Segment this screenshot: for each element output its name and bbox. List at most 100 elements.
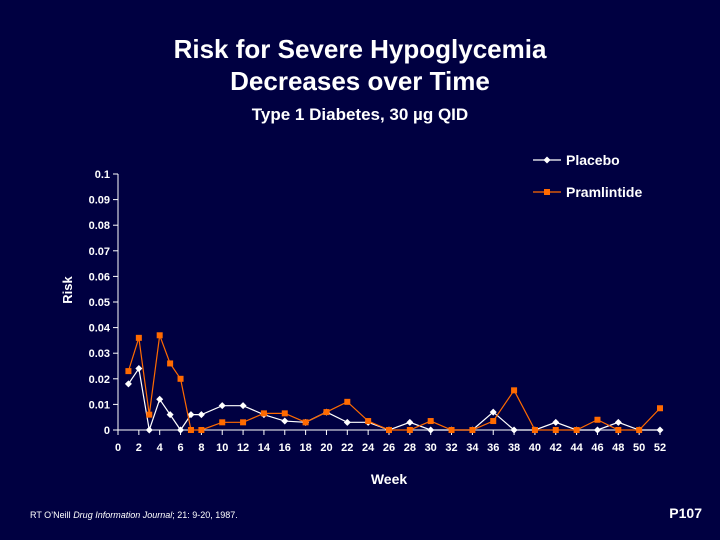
- x-tick-label: 44: [570, 442, 583, 454]
- x-axis: 0 2 4 6 8 10 12 14 16 18 20 22 24 26 28 30 32 34 36 38 40 42 4…: [115, 429, 666, 454]
- citation-details: ; 21: 9-20, 1987.: [172, 510, 238, 520]
- y-tick-label: 0: [104, 425, 110, 437]
- series-layer: [124, 332, 664, 434]
- legend-placebo-marker: [543, 156, 551, 164]
- pramlintide-point: [531, 427, 538, 433]
- placebo-point: [281, 417, 289, 425]
- x-tick-label: 22: [341, 442, 353, 454]
- pramlintide-point: [177, 375, 184, 382]
- series-pramlintide: [125, 332, 663, 433]
- chart-title-line-1: Risk for Severe Hypoglycemia: [173, 34, 547, 64]
- x-tick-label: 48: [612, 442, 624, 454]
- placebo-point: [197, 411, 205, 419]
- placebo-point: [124, 380, 132, 388]
- placebo-point: [177, 426, 185, 434]
- y-axis-label: Risk: [60, 276, 75, 304]
- pramlintide-point: [125, 368, 132, 375]
- pramlintide-point: [135, 334, 142, 341]
- placebo-point: [343, 418, 351, 426]
- pramlintide-point: [167, 360, 174, 367]
- placebo-line: [127, 366, 660, 432]
- pramlintide-point: [156, 332, 163, 339]
- citation: RT O’Neill Drug Information Journal; 21:…: [30, 510, 238, 520]
- pramlintide-point: [469, 427, 476, 433]
- pramlintide-point: [636, 427, 643, 433]
- x-tick-label: 46: [591, 442, 603, 454]
- x-axis-label: Week: [371, 471, 408, 487]
- pramlintide-point: [615, 427, 622, 433]
- pramlintide-point: [198, 427, 205, 433]
- x-tick-label: 42: [550, 442, 562, 454]
- y-tick-label: 0.03: [89, 348, 110, 360]
- pramlintide-point: [365, 418, 372, 425]
- x-tick-label: 2: [136, 442, 142, 454]
- y-tick-label: 0.09: [89, 195, 110, 207]
- placebo-point: [135, 365, 143, 373]
- pramlintide-point: [511, 387, 518, 394]
- y-tick-label: 0.04: [89, 323, 111, 335]
- slide-code: P107: [669, 505, 702, 521]
- x-tick-label: 0: [115, 442, 121, 454]
- x-tick-label: 18: [299, 442, 311, 454]
- placebo-point: [552, 418, 560, 426]
- placebo-point: [187, 411, 195, 419]
- pramlintide-point: [552, 427, 559, 433]
- pramlintide-point: [490, 418, 497, 425]
- legend-pramlintide-marker: [544, 189, 550, 195]
- x-tick-label: 40: [529, 442, 541, 454]
- pramlintide-point: [386, 427, 392, 433]
- y-tick-label: 0.08: [89, 220, 110, 232]
- y-tick-label: 0.01: [89, 399, 110, 411]
- placebo-point: [427, 426, 435, 434]
- x-tick-label: 16: [279, 442, 291, 454]
- x-tick-label: 24: [362, 442, 375, 454]
- x-tick-label: 4: [157, 442, 164, 454]
- placebo-point: [614, 418, 622, 426]
- pramlintide-point: [302, 419, 309, 426]
- pramlintide-point: [406, 427, 413, 433]
- x-tick-label: 26: [383, 442, 395, 454]
- x-tick-label: 34: [466, 442, 479, 454]
- pramlintide-point: [260, 410, 267, 417]
- pramlintide-line: [127, 335, 661, 431]
- legend-placebo-label: Placebo: [566, 152, 620, 168]
- pramlintide-point: [344, 398, 351, 405]
- x-tick-label: 12: [237, 442, 249, 454]
- citation-authors: RT O’Neill: [30, 510, 74, 520]
- x-tick-label: 14: [258, 442, 271, 454]
- chart-subtitle: Type 1 Diabetes, 30 µg QID: [251, 105, 469, 124]
- pramlintide-point: [323, 409, 330, 416]
- legend: Placebo Pramlintide: [533, 152, 642, 200]
- placebo-point: [489, 408, 497, 416]
- x-tick-label: 36: [487, 442, 499, 454]
- pramlintide-point: [573, 427, 580, 433]
- pramlintide-point: [657, 405, 663, 412]
- pramlintide-point: [187, 427, 194, 433]
- x-tick-label: 6: [177, 442, 183, 454]
- placebo-point: [510, 426, 518, 434]
- x-tick-label: 50: [633, 442, 645, 454]
- placebo-point: [218, 402, 226, 410]
- pramlintide-point: [240, 419, 247, 426]
- x-tick-label: 20: [320, 442, 332, 454]
- y-axis: 0 0.01 0.02 0.03 0.04 0.05 0.06 0.07 0.08 0.09 0.1: [89, 169, 119, 437]
- placebo-point: [145, 426, 153, 434]
- legend-item-placebo: Placebo: [533, 152, 620, 168]
- placebo-point: [656, 426, 664, 434]
- pramlintide-point: [594, 416, 601, 423]
- x-tick-label: 52: [654, 442, 666, 454]
- placebo-point: [156, 395, 164, 403]
- series-placebo: [124, 365, 664, 434]
- y-tick-label: 0.06: [89, 271, 110, 283]
- x-tick-label: 38: [508, 442, 520, 454]
- pramlintide-point: [427, 418, 434, 425]
- legend-item-pramlintide: Pramlintide: [533, 184, 642, 200]
- x-tick-label: 32: [445, 442, 457, 454]
- y-tick-label: 0.1: [95, 169, 110, 181]
- y-tick-label: 0.07: [89, 246, 110, 258]
- placebo-point: [166, 411, 174, 419]
- x-tick-label: 8: [198, 442, 204, 454]
- y-tick-label: 0.05: [89, 297, 110, 309]
- placebo-point: [406, 418, 414, 426]
